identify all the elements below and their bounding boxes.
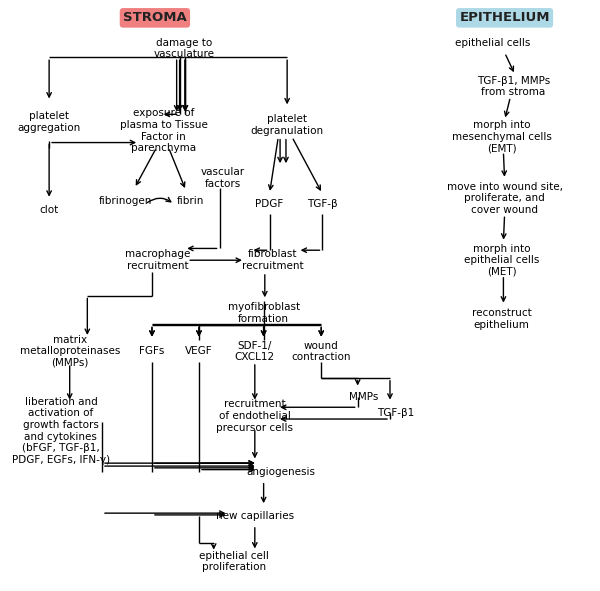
Text: matrix
metalloproteinases
(MMPs): matrix metalloproteinases (MMPs) [20, 335, 120, 368]
Text: STROMA: STROMA [123, 11, 187, 24]
Text: morph into
mesenchymal cells
(EMT): morph into mesenchymal cells (EMT) [452, 120, 551, 153]
Text: FGFs: FGFs [139, 346, 164, 356]
Text: wound
contraction: wound contraction [292, 340, 351, 362]
Text: morph into
epithelial cells
(MET): morph into epithelial cells (MET) [464, 243, 539, 277]
Text: TGF-β: TGF-β [307, 199, 338, 209]
Text: epithelial cells: epithelial cells [455, 38, 530, 47]
Text: recruitment
of endothelial
precursor cells: recruitment of endothelial precursor cel… [217, 400, 293, 433]
Text: epithelial cell
proliferation: epithelial cell proliferation [199, 551, 269, 572]
Text: TGF-β1, MMPs
from stroma: TGF-β1, MMPs from stroma [477, 76, 550, 98]
Text: move into wound site,
proliferate, and
cover wound: move into wound site, proliferate, and c… [446, 182, 563, 215]
Text: liberation and
activation of
growth factors
and cytokines
(bFGF, TGF-β1,
PDGF, E: liberation and activation of growth fact… [12, 397, 110, 465]
Text: exposure of
plasma to Tissue
Factor in
parenchyma: exposure of plasma to Tissue Factor in p… [120, 108, 208, 153]
Text: myofibroblast
formation: myofibroblast formation [227, 303, 299, 324]
Text: fibroblast
recruitment: fibroblast recruitment [242, 249, 303, 271]
Text: vascular
factors: vascular factors [200, 167, 245, 189]
Text: VEGF: VEGF [185, 346, 213, 356]
Text: clot: clot [40, 205, 59, 215]
Text: fibrin: fibrin [176, 196, 204, 206]
Text: SDF-1/
CXCL12: SDF-1/ CXCL12 [235, 340, 275, 362]
Text: fibrinogen: fibrinogen [99, 196, 152, 206]
Text: damage to
vasculature: damage to vasculature [154, 38, 215, 59]
Text: macrophage
recruitment: macrophage recruitment [125, 249, 191, 271]
Text: reconstruct
epithelium: reconstruct epithelium [472, 309, 532, 330]
Text: EPITHELIUM: EPITHELIUM [460, 11, 550, 24]
Text: PDGF: PDGF [256, 199, 284, 209]
Text: TGF-β1: TGF-β1 [377, 408, 415, 418]
Text: MMPs: MMPs [349, 392, 379, 402]
Text: platelet
aggregation: platelet aggregation [17, 111, 81, 133]
Text: platelet
degranulation: platelet degranulation [251, 114, 324, 136]
Text: new capillaries: new capillaries [216, 511, 294, 521]
Text: angiogenesis: angiogenesis [247, 467, 316, 477]
